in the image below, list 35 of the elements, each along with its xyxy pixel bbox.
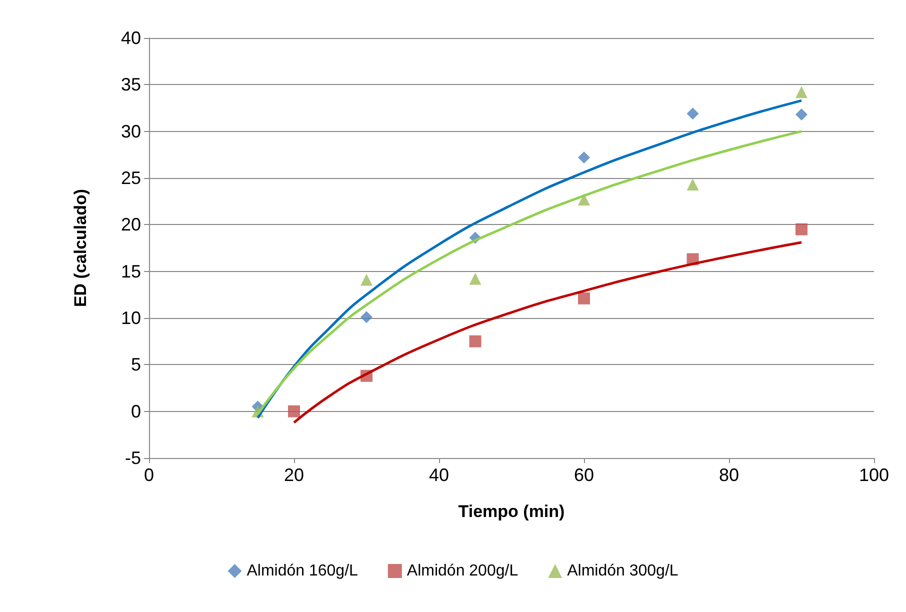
y-tick-label: 30	[120, 121, 141, 142]
point	[578, 292, 590, 304]
x-axis-title: Tiempo (min)	[458, 502, 565, 521]
y-tick-label: 20	[120, 214, 141, 235]
point	[796, 223, 808, 236]
point	[360, 311, 372, 324]
y-tick-label: 0	[130, 401, 141, 422]
line-series	[292, 241, 803, 424]
legend-label: Almidón 200g/L	[406, 562, 518, 580]
point	[686, 178, 699, 191]
y-axis-title: ED (calculado)	[71, 188, 90, 308]
y-tick-label: 15	[120, 261, 141, 282]
point	[796, 86, 808, 98]
x-tick-label: 100	[858, 465, 890, 485]
x-tick-label: 40	[428, 465, 450, 485]
point	[686, 108, 699, 120]
legend-label: Almidón 300g/L	[567, 562, 678, 580]
y-tick-label: 35	[120, 74, 141, 95]
y-tick-label: 10	[120, 308, 141, 328]
y-tick-label: -5	[124, 448, 141, 468]
point	[578, 151, 590, 164]
point	[288, 405, 300, 418]
x-tick-label: 0	[144, 465, 154, 485]
x-tick-label: 20	[284, 465, 304, 485]
point	[578, 193, 590, 206]
y-tick-label: 40	[120, 28, 141, 48]
y-tick-label: 5	[130, 354, 141, 375]
legend-label: Almidón 160g/L	[246, 562, 358, 580]
point	[796, 108, 808, 121]
x-tick-label: 80	[718, 465, 740, 485]
point	[469, 272, 482, 285]
point	[469, 335, 482, 348]
x-tick-label: 60	[574, 465, 594, 485]
point	[360, 274, 372, 286]
y-tick-label: 25	[120, 168, 141, 188]
